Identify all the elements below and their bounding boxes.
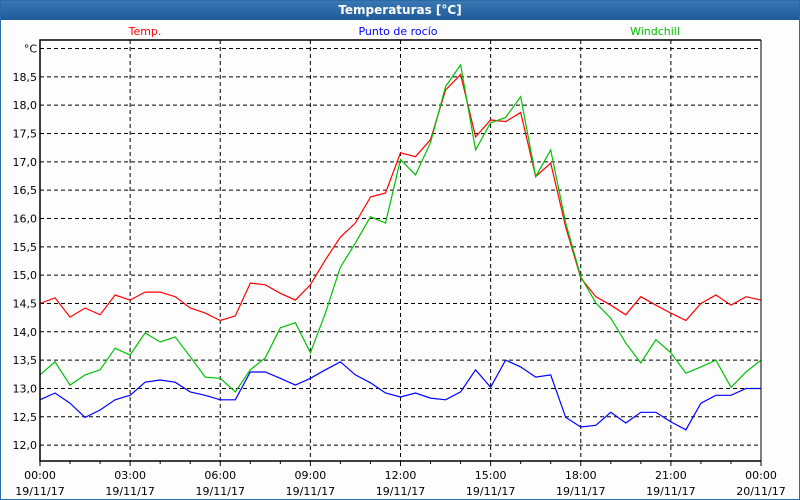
legend-entry: Temp.	[128, 25, 162, 38]
x-tick-date: 19/11/17	[286, 485, 335, 498]
y-tick-label: 17,0	[13, 156, 38, 169]
x-tick-date: 19/11/17	[15, 485, 64, 498]
y-tick-label: 12,0	[13, 439, 38, 452]
y-tick-label: 12,5	[13, 411, 38, 424]
y-tick-label: 14,5	[13, 297, 38, 310]
y-tick-label: 17,5	[13, 127, 38, 140]
x-tick-date: 19/11/17	[466, 485, 515, 498]
x-tick-time: 03:00	[114, 469, 146, 482]
x-tick-time: 06:00	[204, 469, 236, 482]
window-title: Temperaturas [°C]	[1, 1, 799, 20]
y-tick-label: 18,5	[13, 71, 38, 84]
x-tick-time: 18:00	[565, 469, 597, 482]
x-tick-date: 19/11/17	[376, 485, 425, 498]
y-tick-label: 13,5	[13, 354, 38, 367]
x-tick-date: 19/11/17	[105, 485, 154, 498]
x-tick-time: 12:00	[385, 469, 417, 482]
series-line-2	[39, 63, 762, 393]
x-tick-time: 15:00	[475, 469, 507, 482]
y-axis-unit-label: °C	[24, 42, 38, 55]
y-tick-label: 14,0	[13, 326, 38, 339]
y-tick-label: 15,0	[13, 269, 38, 282]
legend-entry: Punto de rocío	[358, 25, 437, 38]
x-tick-date: 20/11/17	[736, 485, 785, 498]
x-tick-time: 00:00	[24, 469, 56, 482]
y-tick-label: 18,0	[13, 99, 38, 112]
y-tick-label: 15,5	[13, 241, 38, 254]
series-line-0	[39, 73, 762, 322]
y-tick-label: 13,0	[13, 382, 38, 395]
y-tick-label: 16,0	[13, 212, 38, 225]
x-tick-date: 19/11/17	[196, 485, 245, 498]
y-tick-label: 16,5	[13, 184, 38, 197]
x-tick-time: 21:00	[655, 469, 687, 482]
x-tick-date: 19/11/17	[646, 485, 695, 498]
series-line-1	[39, 359, 761, 431]
legend-entry: Windchill	[630, 25, 680, 38]
x-tick-time: 00:00	[745, 469, 777, 482]
plot-axes	[39, 39, 761, 462]
x-tick-time: 09:00	[295, 469, 327, 482]
x-tick-date: 19/11/17	[556, 485, 605, 498]
